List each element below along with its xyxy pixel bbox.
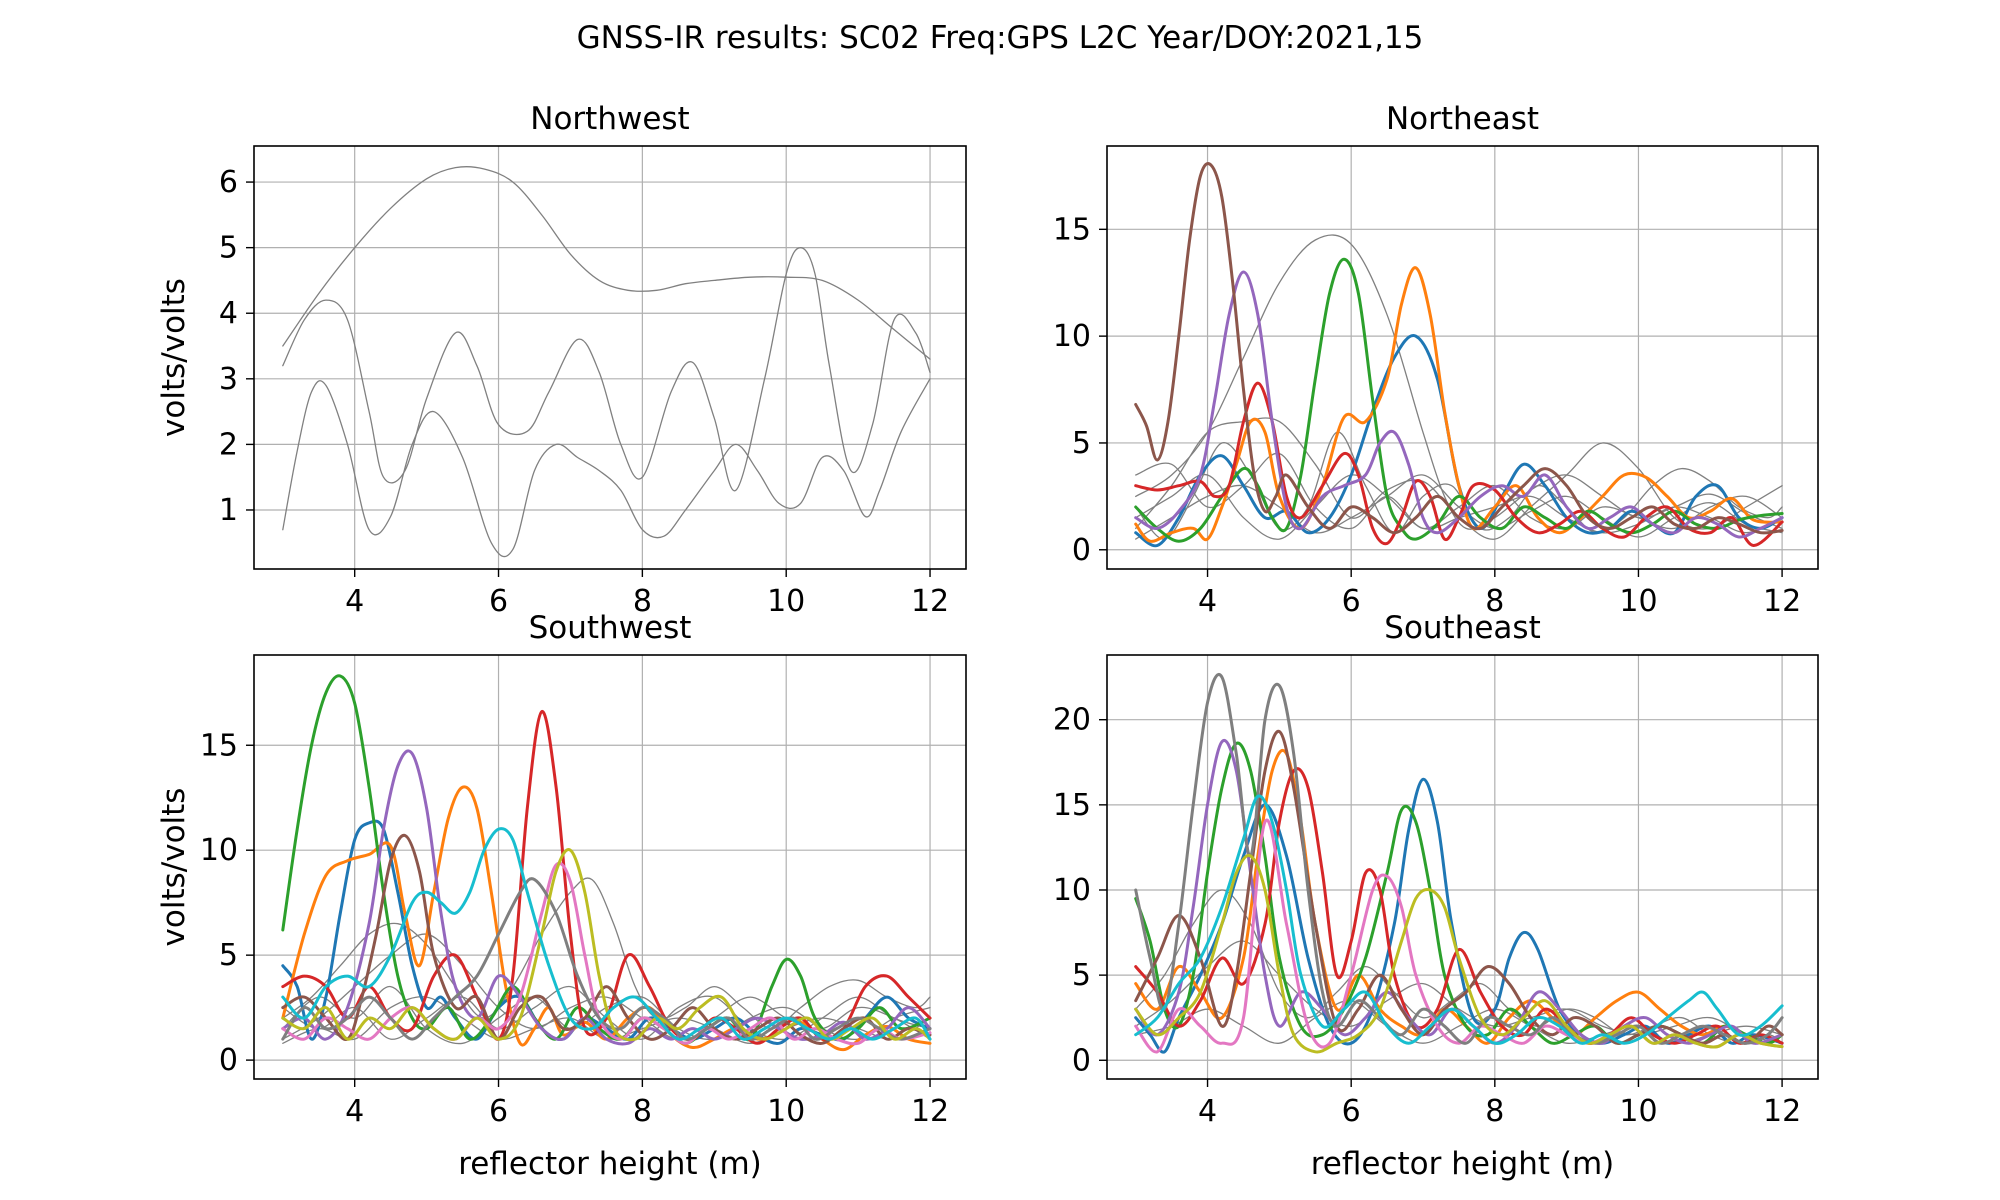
axes-frame: [253, 654, 967, 1080]
x-tick-label: 8: [633, 1094, 652, 1129]
y-tick-label: 5: [219, 938, 238, 973]
y-tick-label: 20: [1053, 703, 1091, 738]
y-tick-label: 0: [219, 1043, 238, 1078]
series-line-c5: [281, 833, 932, 1045]
x-tick-label: 10: [1619, 1094, 1657, 1129]
y-tick-label: 4: [219, 296, 238, 331]
series-line-c7: [281, 877, 932, 1041]
series-line-c1: [1134, 266, 1784, 543]
series-line-c5: [1134, 162, 1784, 535]
series-line-c9: [281, 827, 932, 1041]
x-tick-label: 4: [1198, 1094, 1217, 1129]
x-tick-label: 12: [911, 1094, 949, 1129]
subplot-southeast: 4 6 8 10 12 0 5 10 15 20 Southeast reflector height…: [1053, 610, 1819, 1182]
series-line-c1: [281, 785, 932, 1052]
x-tick-label: 10: [1619, 584, 1657, 619]
series-line-c8: [1134, 853, 1784, 1054]
series-line-gray: [1135, 940, 1783, 1044]
series-line-c4: [1134, 270, 1784, 539]
y-tick-label: 5: [219, 231, 238, 266]
series-line-c3: [1134, 381, 1784, 547]
series-line-gray: [1135, 234, 1783, 530]
x-tick-label: 10: [767, 584, 805, 619]
subplot-title: Northeast: [1386, 101, 1539, 137]
x-tick-label: 6: [489, 1094, 508, 1129]
series-group: [282, 166, 931, 558]
series-line-gray: [282, 166, 931, 360]
series-line-c5: [1134, 730, 1784, 1045]
x-tick-label: 6: [1342, 1094, 1361, 1129]
y-tick-label: 0: [1072, 533, 1091, 568]
y-tick-label: 10: [1053, 319, 1091, 354]
series-line-c8: [281, 848, 932, 1042]
subplot-title: Southeast: [1384, 610, 1540, 646]
y-tick-label: 2: [219, 427, 238, 462]
series-line-c9: [1134, 794, 1784, 1045]
x-tick-label: 12: [1763, 1094, 1801, 1129]
x-tick-label: 12: [1763, 584, 1801, 619]
series-group: [281, 674, 932, 1052]
y-tick-label: 15: [1053, 788, 1091, 823]
y-tick-label: 15: [1053, 212, 1091, 247]
y-tick-label: 5: [1072, 958, 1091, 993]
subplot-northeast: 4 6 8 10 12 0 5 10 15 Northeast: [1053, 101, 1819, 619]
y-tick-label: 5: [1072, 426, 1091, 461]
x-tick-label: 12: [911, 584, 949, 619]
x-tick-label: 6: [1342, 584, 1361, 619]
figure-title: GNSS-IR results: SC02 Freq:GPS L2C Year/…: [577, 20, 1424, 56]
series-line-gray: [282, 247, 931, 492]
y-tick-label: 10: [200, 833, 238, 868]
x-tick-label: 4: [345, 1094, 364, 1129]
axes-frame: [1106, 654, 1819, 1080]
axes-frame: [1106, 145, 1819, 570]
y-tick-label: 15: [200, 728, 238, 763]
x-tick-label: 4: [1198, 584, 1217, 619]
x-tick-label: 6: [489, 584, 508, 619]
y-tick-label: 10: [1053, 873, 1091, 908]
series-line-gray: [282, 877, 931, 1030]
series-group: [1134, 673, 1784, 1054]
series-line-gray: [282, 378, 931, 558]
x-tick-label: 8: [633, 584, 652, 619]
axes-frame: [253, 145, 967, 570]
subplot-title: Southwest: [529, 610, 692, 646]
x-tick-label: 4: [345, 584, 364, 619]
y-tick-label: 6: [219, 165, 238, 200]
x-axis-label: reflector height (m): [1311, 1146, 1615, 1182]
y-tick-label: 1: [219, 493, 238, 528]
series-line-c4: [1134, 739, 1784, 1045]
x-tick-label: 8: [1485, 1094, 1504, 1129]
y-axis-label: volts/volts: [156, 278, 192, 437]
y-tick-label: 0: [1072, 1043, 1091, 1078]
subplot-title: Northwest: [530, 101, 689, 137]
series-group: [1134, 162, 1784, 548]
x-tick-label: 10: [767, 1094, 805, 1129]
y-axis-label: volts/volts: [156, 788, 192, 947]
y-tick-label: 3: [219, 362, 238, 397]
x-axis-label: reflector height (m): [458, 1146, 762, 1182]
x-tick-label: 8: [1485, 584, 1504, 619]
subplot-southwest: 4 6 8 10 12 0 5 10 15 Southwest reflector height (…: [156, 610, 967, 1182]
